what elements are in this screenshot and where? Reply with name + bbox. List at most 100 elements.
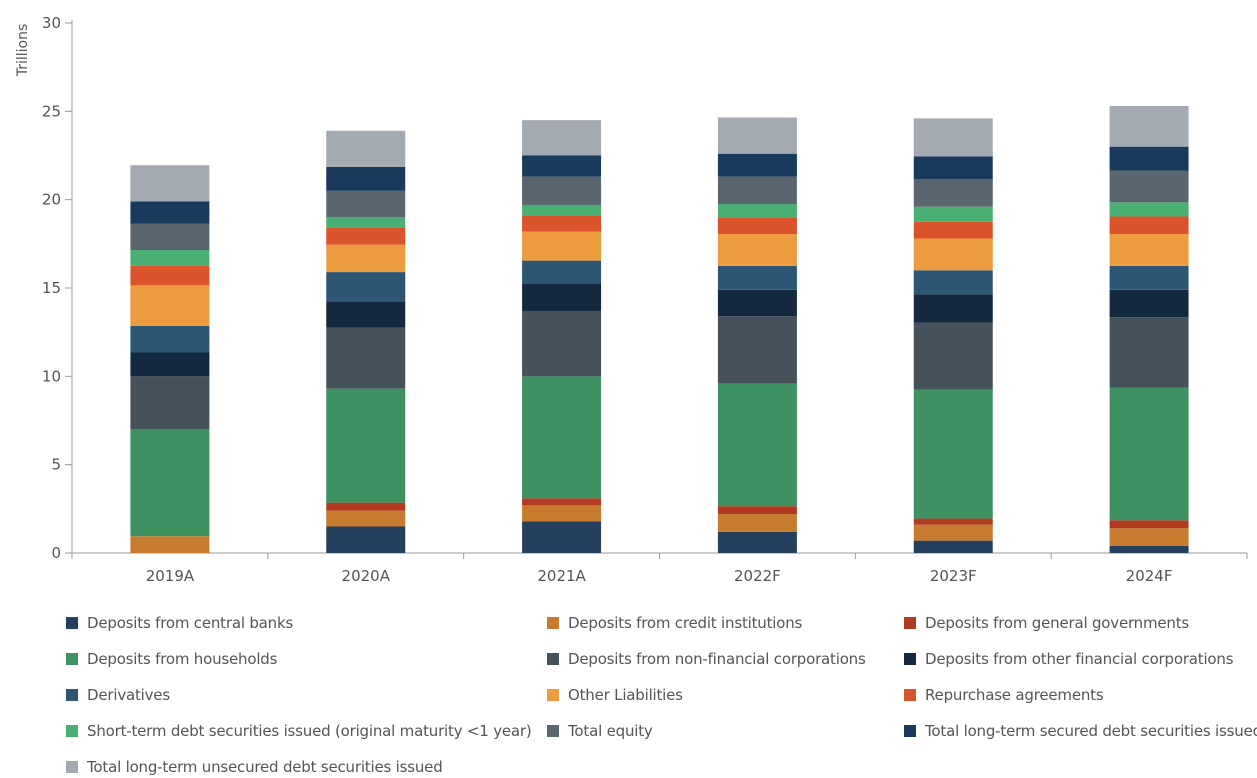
legend-label: Deposits from credit institutions xyxy=(568,614,803,632)
bar-segment xyxy=(326,301,406,328)
bar-segment xyxy=(913,118,993,157)
bar-segment xyxy=(326,130,406,167)
y-tick-label: 25 xyxy=(42,102,61,120)
bar-segment xyxy=(130,352,210,377)
bar-segment xyxy=(717,265,797,290)
y-tick-label: 5 xyxy=(51,456,61,474)
bar-segment xyxy=(913,270,993,295)
bar-segment xyxy=(130,250,210,266)
legend-label: Derivatives xyxy=(87,686,170,704)
x-tick-label: 2019A xyxy=(146,567,195,585)
bar-segment xyxy=(130,265,210,286)
bar-segment xyxy=(130,536,210,553)
bar-segment xyxy=(522,215,602,232)
bar-segment xyxy=(717,217,797,235)
legend-swatch xyxy=(904,725,916,737)
legend-item: Deposits from other financial corporatio… xyxy=(904,648,1234,670)
bar-segment xyxy=(717,506,797,515)
bar-segment xyxy=(522,310,602,377)
bar-segment xyxy=(717,289,797,317)
y-tick-label: 0 xyxy=(51,544,61,562)
bar-segment xyxy=(1109,265,1189,290)
bar-segment xyxy=(326,190,406,218)
bar-segment xyxy=(1109,202,1189,217)
chart-legend: Deposits from central banks Deposits from… xyxy=(66,612,1257,778)
bar-segment xyxy=(522,498,602,506)
x-axis: 2019A 2020A 2021A 2022F 2023F 2024F xyxy=(71,552,1248,585)
legend-item: Deposits from central banks xyxy=(66,612,293,634)
bar-segment xyxy=(717,531,797,553)
bar-segment xyxy=(913,518,993,525)
bar-segment xyxy=(1109,170,1189,203)
bar-segment xyxy=(913,238,993,271)
x-tick-label: 2022F xyxy=(734,567,781,585)
bar-segment xyxy=(522,260,602,284)
legend-swatch xyxy=(547,653,559,665)
legend-label: Deposits from households xyxy=(87,650,278,668)
bar-series-group xyxy=(130,106,1189,553)
bar-segment xyxy=(913,221,993,239)
legend-label: Deposits from non-financial corporations xyxy=(568,650,866,668)
legend-label: Deposits from other financial corporatio… xyxy=(925,650,1234,668)
legend-swatch xyxy=(547,689,559,701)
bar-segment xyxy=(1109,106,1189,147)
legend-item: Repurchase agreements xyxy=(904,684,1104,706)
bar-segment xyxy=(130,325,210,353)
bar-segment xyxy=(913,322,993,390)
bar-segment xyxy=(522,231,602,261)
legend-swatch xyxy=(66,689,78,701)
legend-item: Deposits from credit institutions xyxy=(547,612,802,634)
bar-segment xyxy=(1109,520,1189,529)
x-tick-label: 2021A xyxy=(537,567,586,585)
bar-segment xyxy=(717,176,797,205)
bar-segment xyxy=(717,153,797,177)
bar-segment xyxy=(717,514,797,532)
legend-label: Total long-term unsecured debt securitie… xyxy=(87,758,443,776)
bar-segment xyxy=(522,376,602,499)
bar-segment xyxy=(522,155,602,177)
legend-label: Deposits from general governments xyxy=(925,614,1190,632)
bar-segment xyxy=(913,389,993,519)
bar-segment xyxy=(913,156,993,180)
bar-segment xyxy=(326,510,406,527)
bar-segment xyxy=(1109,146,1189,171)
bar-segment xyxy=(522,505,602,522)
bar-segment xyxy=(913,179,993,207)
legend-label: Short-term debt securities issued (origi… xyxy=(87,722,532,740)
legend-item: Short-term debt securities issued (origi… xyxy=(66,720,532,742)
bar-segment xyxy=(130,201,210,224)
legend-swatch xyxy=(66,761,78,773)
bar-segment xyxy=(717,204,797,218)
legend-item: Total long-term secured debt securities … xyxy=(904,720,1257,742)
bar-segment xyxy=(130,285,210,326)
legend-label: Total long-term secured debt securities … xyxy=(925,722,1257,740)
legend-item: Derivatives xyxy=(66,684,170,706)
y-axis: 0 5 10 15 20 25 30 xyxy=(42,14,73,562)
bar-segment xyxy=(1109,216,1189,235)
bar-segment xyxy=(326,388,406,503)
x-tick-label: 2024F xyxy=(1126,567,1173,585)
legend-label: Total equity xyxy=(568,722,653,740)
legend-swatch xyxy=(904,617,916,629)
legend-label: Other Liabilities xyxy=(568,686,683,704)
legend-swatch xyxy=(547,617,559,629)
bar-segment xyxy=(913,524,993,541)
bar-segment xyxy=(326,244,406,273)
bar-segment xyxy=(522,120,602,156)
bar-segment xyxy=(326,217,406,228)
bar-segment xyxy=(1109,289,1189,318)
bar-segment xyxy=(130,376,210,430)
y-tick-label: 30 xyxy=(42,14,61,32)
bar-segment xyxy=(522,176,602,205)
bar-segment xyxy=(326,526,406,553)
bar-segment xyxy=(522,204,602,216)
bar-segment xyxy=(717,117,797,154)
bar-segment xyxy=(326,502,406,511)
bar-segment xyxy=(913,294,993,323)
bar-segment xyxy=(130,223,210,251)
bar-segment xyxy=(913,540,993,553)
legend-item: Deposits from general governments xyxy=(904,612,1189,634)
legend-item: Total equity xyxy=(547,720,653,742)
legend-label: Deposits from central banks xyxy=(87,614,294,632)
